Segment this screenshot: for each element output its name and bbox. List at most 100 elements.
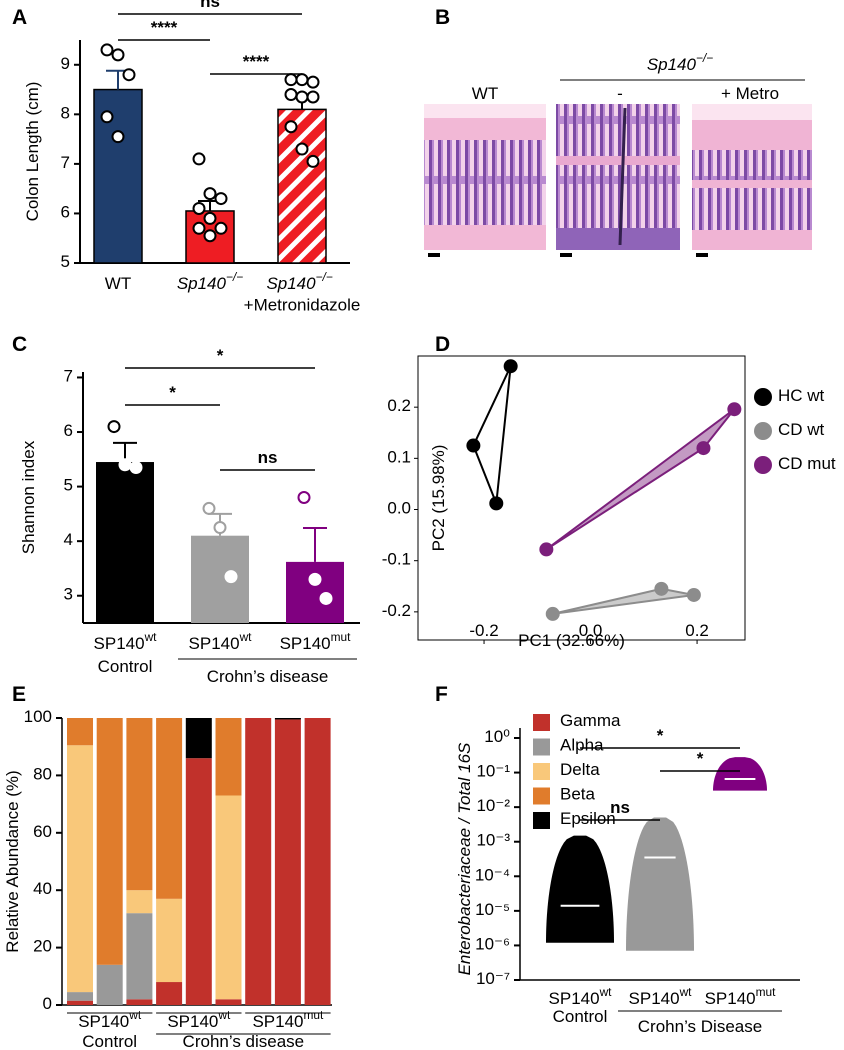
histology-image [424,104,546,257]
bar-segment [185,758,212,1005]
bar-segment [274,718,301,720]
bar-segment [126,999,153,1005]
y-tick-label: 80 [33,765,52,784]
data-point [202,501,216,515]
panel-label: D [435,333,450,356]
scatter-point [654,581,669,596]
group-label: Crohn’s Disease [638,1017,762,1036]
legend-label: Gamma [560,711,621,730]
group-label: SP140wt [167,1008,231,1031]
violin [546,835,614,943]
data-point [297,491,311,504]
histology-label: + Metro [721,84,779,103]
bar-segment [215,999,242,1005]
data-point [295,142,309,156]
y-tick-label: 100 [24,707,52,726]
y-tick-label: 10⁻² [476,797,510,816]
x-tick-label: SP140mut [280,630,352,653]
bar-segment [126,890,153,914]
bar-segment [304,718,331,1005]
bar-segment [156,898,183,983]
legend-swatch [533,812,550,829]
scatter-point [545,606,560,621]
data-point [319,591,333,605]
data-point [214,192,228,206]
y-tick-label: 8 [61,104,70,123]
panel-label: B [435,6,450,29]
group-label: Control [82,1032,137,1050]
x-tick-label: 0.2 [685,621,709,640]
histology-image [692,104,812,257]
data-point [214,221,228,235]
bar-segment [67,1000,93,1005]
y-tick-label: 20 [33,937,52,956]
data-point [295,90,309,104]
bar [277,108,327,264]
group-label: Crohn’s disease [207,667,329,686]
group-label: SP140mut [252,1008,324,1031]
bar-segment [156,982,183,1005]
y-tick-label: 4 [64,531,73,550]
y-tick-label: 10⁰ [484,727,510,746]
panel-label: A [12,6,27,29]
y-tick-label: 7 [61,153,70,172]
y-tick-label: 9 [61,54,70,73]
significance-label: **** [151,18,178,37]
y-tick-label: 5 [64,476,73,495]
group-label: SP140wt [78,1008,142,1031]
bar [286,561,344,623]
legend-label: HC wt [778,386,825,405]
violin [713,757,767,791]
legend-marker [754,422,772,440]
x-tick-label: SP140wt [629,985,693,1008]
histology-label: WT [472,84,498,103]
legend-marker [754,388,772,406]
data-point [111,48,125,62]
x-tick-label: -0.2 [469,621,498,640]
data-point [203,229,217,243]
y-tick-label: 10⁻⁵ [475,900,510,919]
bar-segment [126,913,153,1000]
scatter-point [489,496,504,511]
violin [626,817,694,951]
legend-swatch [533,787,550,805]
legend-label: CD mut [778,454,836,473]
y-tick-label: 3 [64,585,73,604]
y-tick-label: 6 [61,203,70,222]
legend-swatch [533,714,550,731]
x-tick-label: SP140mut [705,985,777,1008]
data-point [284,73,298,87]
data-point [192,201,206,215]
data-point [118,458,132,472]
bar [191,535,249,623]
x-tick-label: WT [105,274,131,293]
group-label: Crohn’s disease [183,1032,305,1050]
data-point [306,154,320,168]
histology-image [556,104,680,257]
bar-segment [67,745,93,993]
bar-segment [215,795,242,1000]
data-point [213,521,227,535]
bar-segment [215,718,242,796]
significance-label: ns [610,798,630,817]
y-tick-label: 10⁻⁶ [475,935,510,954]
x-tick-label: SP140wt [94,630,158,653]
bar-segment [185,718,212,759]
scatter-point [686,587,701,602]
histology-label: Sp140−/− [647,51,713,74]
group-label: Control [553,1007,608,1026]
plot-frame [417,355,746,641]
data-point [203,187,217,201]
y-tick-label: 60 [33,822,52,841]
significance-label: * [217,346,224,365]
y-axis-label: Relative Abundance (%) [3,770,22,952]
significance-label: ns [258,448,278,467]
data-point [100,110,114,124]
data-point [192,152,206,166]
bar-segment [67,992,93,1001]
x-tick-label: Sp140−/− [177,270,243,293]
data-point [306,75,320,89]
bar-segment [274,719,301,1005]
significance-label: * [657,726,664,745]
y-tick-label: 10⁻³ [476,831,510,850]
